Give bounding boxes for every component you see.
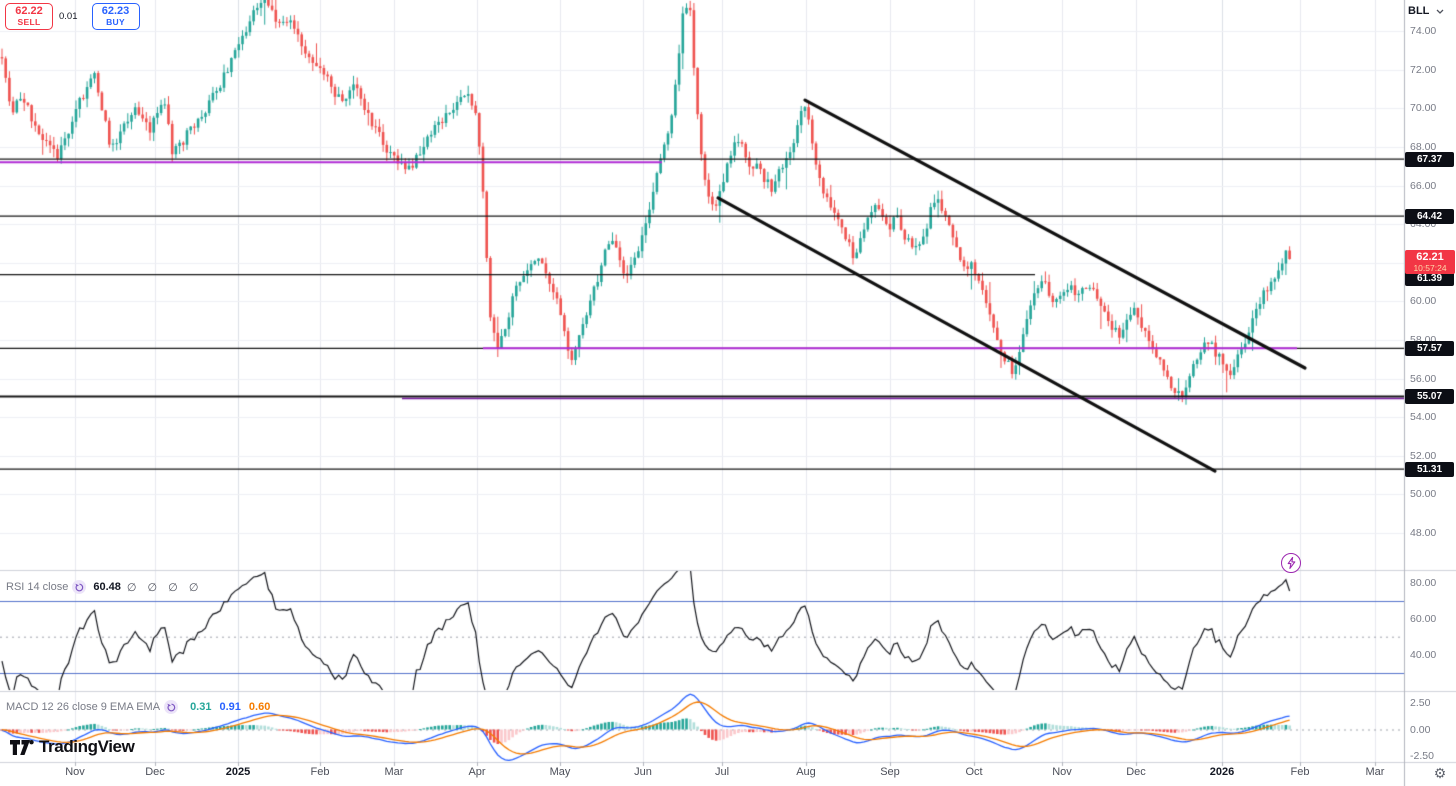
rsi-axis-tick: 60.00 xyxy=(1410,612,1437,625)
price-axis-tick: 68.00 xyxy=(1410,141,1437,153)
buy-price: 62.23 xyxy=(101,5,130,18)
rsi-axis-tick: 40.00 xyxy=(1410,648,1437,661)
time-axis-month-label: Mar xyxy=(1365,766,1385,778)
tradingview-mark-icon xyxy=(10,739,34,755)
rsi-empty-slots: ∅ ∅ ∅ ∅ xyxy=(126,581,203,594)
price-axis-tick: 54.00 xyxy=(1410,411,1437,424)
tradingview-logo[interactable]: TradingView xyxy=(10,737,135,757)
price-level-badge: 51.31 xyxy=(1405,461,1454,477)
bar-countdown: 10:57:24 xyxy=(1413,263,1447,273)
price-level-badge: 55.07 xyxy=(1405,389,1454,405)
time-axis-month-label: May xyxy=(549,766,571,778)
rsi-refresh-icon[interactable] xyxy=(72,580,87,594)
order-panel: 62.22 SELL 0.01 62.23 BUY xyxy=(5,3,140,30)
time-axis-month-label: Jul xyxy=(714,766,730,778)
time-axis-month-label: Jun xyxy=(634,766,652,778)
sell-label: SELL xyxy=(17,16,41,27)
rsi-title: RSI 14 close xyxy=(6,581,69,593)
time-axis-month-label: Dec xyxy=(145,766,165,778)
circular-arrows-icon xyxy=(75,583,84,591)
chevron-down-icon xyxy=(1436,9,1444,14)
macd-line-value: 0.91 xyxy=(219,701,241,713)
circular-arrows-icon xyxy=(167,703,175,711)
bolt-glyph xyxy=(1287,557,1295,569)
time-axis-year-label: 2026 xyxy=(1209,766,1235,778)
price-axis-tick: 56.00 xyxy=(1410,372,1437,385)
price-level-badge: 57.57 xyxy=(1405,340,1454,356)
price-level-badge: 67.37 xyxy=(1405,151,1454,167)
last-price-badge: 62.21 10:57:24 xyxy=(1405,250,1455,274)
macd-refresh-icon[interactable] xyxy=(164,700,179,714)
price-axis-tick: 52.00 xyxy=(1410,449,1437,462)
macd-axis-tick: 2.50 xyxy=(1410,697,1431,709)
price-axis-tick: 74.00 xyxy=(1410,25,1437,38)
price-level-badge: 61.39 xyxy=(1405,271,1454,287)
rsi-axis-tick: 80.00 xyxy=(1410,577,1437,589)
time-axis-month-label: Mar xyxy=(384,766,404,778)
last-price-value: 62.21 xyxy=(1416,251,1444,263)
price-axis-tick: 48.00 xyxy=(1410,527,1437,539)
price-level-badge: 64.42 xyxy=(1405,208,1454,224)
macd-signal-value: 0.60 xyxy=(248,701,271,713)
time-axis-month-label: Oct xyxy=(965,766,983,778)
time-axis-month-label: Feb xyxy=(1290,766,1310,778)
time-axis-month-label: Nov xyxy=(1052,766,1072,778)
rsi-header: RSI 14 close 60.48 ∅ ∅ ∅ ∅ xyxy=(6,580,202,594)
macd-title: MACD 12 26 close 9 EMA EMA xyxy=(6,701,161,713)
price-axis-tick: 50.00 xyxy=(1410,488,1437,501)
macd-header: MACD 12 26 close 9 EMA EMA 0.31 0.91 0.6… xyxy=(6,700,270,714)
time-axis-year-label: 2025 xyxy=(225,766,251,778)
time-axis-month-label: Feb xyxy=(310,766,330,778)
buy-button[interactable]: 62.23 BUY xyxy=(91,3,140,30)
time-axis-month-label: Aug xyxy=(796,766,816,778)
macd-axis-tick: 0.00 xyxy=(1410,723,1431,736)
symbol-ticker: BLL xyxy=(1408,5,1430,17)
spread-value: 0.01 xyxy=(59,11,78,22)
macd-axis-tick: -2.50 xyxy=(1410,750,1434,762)
price-axis-tick: 70.00 xyxy=(1410,102,1437,115)
settings-gear-icon[interactable]: ⚙ xyxy=(1433,764,1447,781)
macd-hist-value: 0.31 xyxy=(190,701,212,713)
price-axis-tick: 60.00 xyxy=(1410,295,1437,308)
time-axis-month-label: Nov xyxy=(65,766,85,778)
time-axis-month-label: Dec xyxy=(1126,766,1146,778)
tradingview-logo-text: TradingView xyxy=(39,737,135,756)
rsi-value: 60.48 xyxy=(93,581,121,593)
price-axis-tick: 66.00 xyxy=(1410,179,1437,192)
time-axis-month-label: Apr xyxy=(468,766,486,778)
sell-button[interactable]: 62.22 SELL xyxy=(5,3,53,30)
lightning-icon[interactable] xyxy=(1281,553,1301,573)
time-axis-month-label: Sep xyxy=(880,766,900,778)
price-axis-tick: 72.00 xyxy=(1410,63,1437,76)
axis-symbol-selector[interactable]: BLL xyxy=(1408,5,1444,17)
buy-label: BUY xyxy=(106,16,125,27)
sell-price: 62.22 xyxy=(15,5,43,18)
